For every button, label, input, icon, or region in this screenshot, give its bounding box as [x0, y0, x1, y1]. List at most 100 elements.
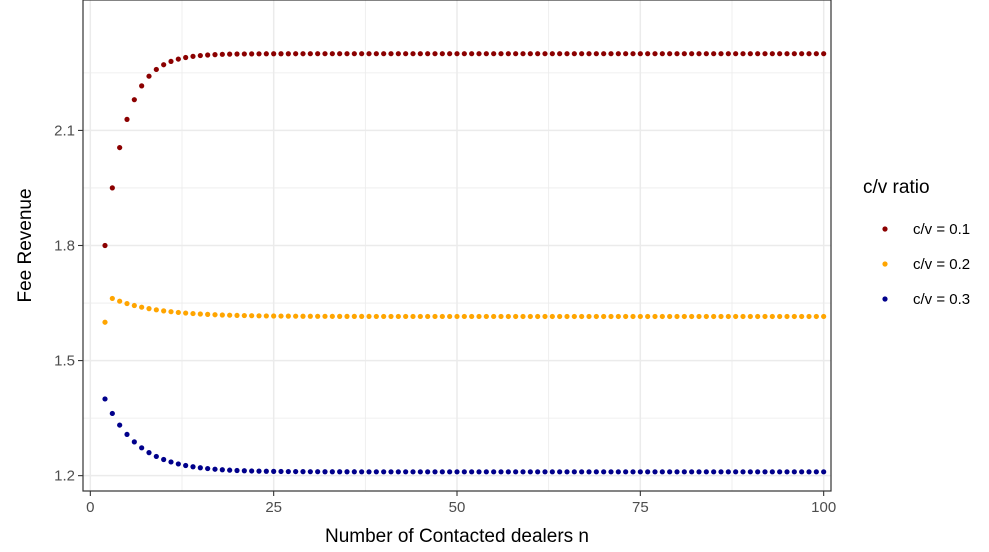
data-point [351, 51, 357, 57]
data-point [608, 313, 614, 320]
data-point [190, 53, 196, 59]
data-point [571, 469, 577, 475]
data-point [124, 300, 130, 307]
data-point [175, 309, 181, 316]
data-point [762, 313, 768, 320]
data-point [190, 464, 196, 470]
data-point [520, 469, 526, 475]
data-point [263, 468, 269, 474]
data-point [212, 312, 218, 318]
data-point [520, 51, 526, 57]
data-point [124, 431, 130, 438]
data-point [403, 313, 409, 320]
data-point [278, 313, 284, 319]
data-point [175, 56, 181, 62]
data-point [425, 51, 431, 57]
data-point [197, 311, 203, 317]
data-point [637, 313, 643, 320]
data-point [263, 313, 269, 319]
data-point [139, 83, 145, 89]
data-point [813, 469, 819, 475]
data-point [454, 313, 460, 320]
data-point [153, 66, 159, 73]
data-point [373, 469, 379, 475]
data-point [527, 469, 533, 475]
data-point [300, 469, 306, 475]
data-point [212, 52, 218, 58]
y-tick-label: 1.5 [54, 353, 75, 370]
data-point [278, 51, 284, 57]
data-point [777, 51, 783, 57]
data-point [564, 51, 570, 57]
data-point [637, 51, 643, 57]
data-point [615, 469, 621, 475]
data-point [271, 51, 277, 57]
data-point [601, 469, 607, 475]
data-point [461, 51, 467, 57]
data-point [168, 309, 174, 315]
data-point [256, 313, 262, 319]
data-point [579, 313, 585, 320]
data-point [747, 469, 753, 475]
data-point [689, 313, 695, 320]
data-point [696, 313, 702, 320]
data-point [102, 242, 108, 249]
data-point [593, 313, 599, 320]
data-point [249, 468, 255, 474]
data-point [271, 313, 277, 319]
data-point [681, 469, 687, 475]
data-point [491, 51, 497, 57]
data-point [483, 313, 489, 320]
data-point [337, 313, 343, 319]
data-point [285, 468, 291, 475]
data-point [615, 51, 621, 57]
data-point [410, 313, 416, 320]
data-point [674, 313, 680, 320]
data-point [630, 51, 636, 57]
data-point [586, 51, 592, 57]
data-point [711, 51, 717, 57]
data-point [388, 51, 394, 57]
data-point [315, 469, 321, 475]
legend-title: c/v ratio [863, 177, 930, 198]
data-point [447, 51, 453, 57]
data-point [667, 313, 673, 320]
x-tick-label: 75 [632, 499, 649, 516]
data-point [425, 313, 431, 320]
data-point [447, 313, 453, 320]
data-point [300, 313, 306, 319]
data-point [806, 313, 812, 320]
legend-label: c/v = 0.2 [913, 256, 970, 273]
data-point [359, 313, 365, 320]
data-point [645, 469, 651, 475]
data-point [593, 51, 599, 57]
data-point [146, 306, 152, 312]
data-point [579, 469, 585, 475]
data-point [344, 51, 350, 57]
data-point [733, 51, 739, 57]
data-point [153, 453, 159, 460]
data-point [439, 313, 445, 320]
data-point [520, 313, 526, 320]
data-point [425, 469, 431, 475]
legend-label: c/v = 0.3 [913, 291, 970, 308]
data-point [755, 313, 761, 320]
data-point [601, 313, 607, 320]
data-point [667, 469, 673, 475]
data-point [366, 313, 372, 320]
data-point [557, 469, 563, 475]
data-point [439, 51, 445, 57]
data-point [205, 465, 211, 472]
data-point [806, 51, 812, 57]
data-point [139, 445, 145, 451]
data-point [498, 51, 504, 57]
data-point [256, 51, 262, 57]
data-point [366, 469, 372, 475]
data-point [586, 313, 592, 320]
data-point [359, 51, 365, 57]
data-point [293, 468, 299, 475]
data-point [322, 51, 328, 57]
data-point [219, 312, 225, 318]
data-point [102, 319, 108, 325]
data-point [652, 51, 658, 57]
